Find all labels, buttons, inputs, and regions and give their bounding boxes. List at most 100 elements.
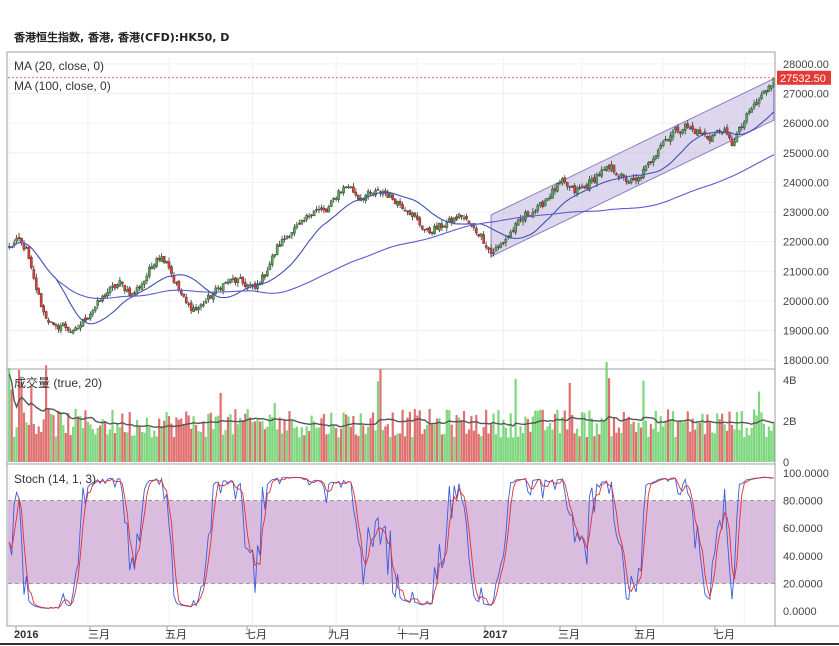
volume-bar xyxy=(207,413,210,462)
volume-bar xyxy=(391,412,394,462)
candle-body xyxy=(288,236,291,238)
volume-bar xyxy=(239,417,242,462)
regression-channel[interactable] xyxy=(490,77,775,258)
candle-body xyxy=(472,225,476,228)
price-tick-label: 24000.00 xyxy=(783,177,829,189)
candle-body xyxy=(494,247,498,252)
candle-body xyxy=(71,330,75,334)
volume-bar xyxy=(224,429,227,462)
volume-bar xyxy=(123,432,126,462)
volume-bar xyxy=(325,434,328,462)
candle-body xyxy=(563,177,567,183)
volume-tick-label: 0 xyxy=(783,457,789,469)
volume-bar xyxy=(160,426,163,462)
volume-bar xyxy=(637,422,640,462)
candle-body xyxy=(447,218,451,222)
volume-bar xyxy=(285,430,289,462)
candle-body xyxy=(214,287,218,295)
candle-body xyxy=(74,327,77,331)
volume-bar xyxy=(69,435,72,462)
volume-bar xyxy=(418,410,421,462)
candle-body xyxy=(123,284,127,292)
candle-body xyxy=(492,252,495,254)
volume-bar xyxy=(362,425,365,462)
candle-body xyxy=(312,210,316,217)
volume-bar xyxy=(694,429,697,462)
volume-bar xyxy=(583,412,586,462)
volume-bar xyxy=(25,422,28,462)
stoch-k-line xyxy=(8,476,774,609)
volume-bar xyxy=(357,435,360,462)
candle-body xyxy=(91,310,95,315)
candle-body xyxy=(676,126,680,133)
candle-body xyxy=(116,284,119,288)
candle-body xyxy=(465,216,468,220)
candle-body xyxy=(440,223,444,228)
candle-body xyxy=(403,209,407,212)
stoch-legend[interactable]: Stoch (14, 1, 3) xyxy=(14,472,96,486)
volume-bar xyxy=(389,437,392,462)
price-tick-label: 25000.00 xyxy=(783,148,829,160)
candle-body xyxy=(580,186,584,189)
candle-body xyxy=(152,264,156,269)
volume-bar xyxy=(762,423,766,462)
volume-bar xyxy=(298,437,301,462)
candle-body xyxy=(615,173,618,176)
candle-body xyxy=(521,218,525,222)
candle-body xyxy=(332,197,336,200)
volume-bar xyxy=(548,423,552,462)
candle-body xyxy=(740,126,744,128)
volume-bar xyxy=(396,433,399,462)
volume-bar xyxy=(116,423,119,462)
volume-legend[interactable]: 成交量 (true, 20) xyxy=(14,375,102,390)
volume-bar xyxy=(251,422,254,462)
volume-bar xyxy=(352,415,355,462)
price-tick-label: 27000.00 xyxy=(783,89,829,101)
volume-bar xyxy=(664,420,667,462)
candle-body xyxy=(693,128,697,135)
candle-body xyxy=(526,211,530,216)
candle-body xyxy=(209,295,213,299)
x-tick-label: 七月 xyxy=(245,628,267,641)
volume-bar xyxy=(163,420,166,462)
candle-body xyxy=(293,227,296,234)
volume-bar xyxy=(30,386,33,462)
candle-body xyxy=(553,188,557,192)
volume-bar xyxy=(644,420,648,462)
candle-body xyxy=(585,184,589,189)
volume-bar xyxy=(544,430,547,462)
candle-body xyxy=(81,318,85,327)
volume-bar xyxy=(138,426,141,462)
x-tick-label: 2016 xyxy=(14,629,38,641)
candle-body xyxy=(575,187,579,194)
volume-bar xyxy=(524,416,527,462)
candle-body xyxy=(125,289,129,292)
candle-body xyxy=(511,230,515,232)
volume-bar xyxy=(202,421,205,462)
ma100-legend[interactable]: MA (100, close, 0) xyxy=(14,79,111,93)
candle-body xyxy=(747,111,751,114)
candle-body xyxy=(723,128,726,133)
volume-bar xyxy=(684,421,687,462)
volume-bar xyxy=(480,436,483,462)
candle-body xyxy=(172,275,176,283)
candle-body xyxy=(600,169,603,177)
candle-body xyxy=(22,242,26,250)
candle-body xyxy=(411,212,414,217)
volume-bar xyxy=(153,430,156,462)
candle-body xyxy=(155,258,159,267)
volume-bar xyxy=(455,415,458,462)
volume-bar xyxy=(526,418,530,462)
volume-bar xyxy=(47,409,50,462)
candle-body xyxy=(278,244,281,247)
candle-body xyxy=(713,133,717,136)
volume-bar xyxy=(212,428,215,462)
candle-body xyxy=(482,234,485,244)
volume-bar xyxy=(293,428,296,462)
candle-body xyxy=(578,187,581,189)
volume-bar xyxy=(246,408,249,462)
volume-bar xyxy=(94,434,97,462)
ma20-legend[interactable]: MA (20, close, 0) xyxy=(14,59,104,73)
candle-body xyxy=(602,169,606,171)
